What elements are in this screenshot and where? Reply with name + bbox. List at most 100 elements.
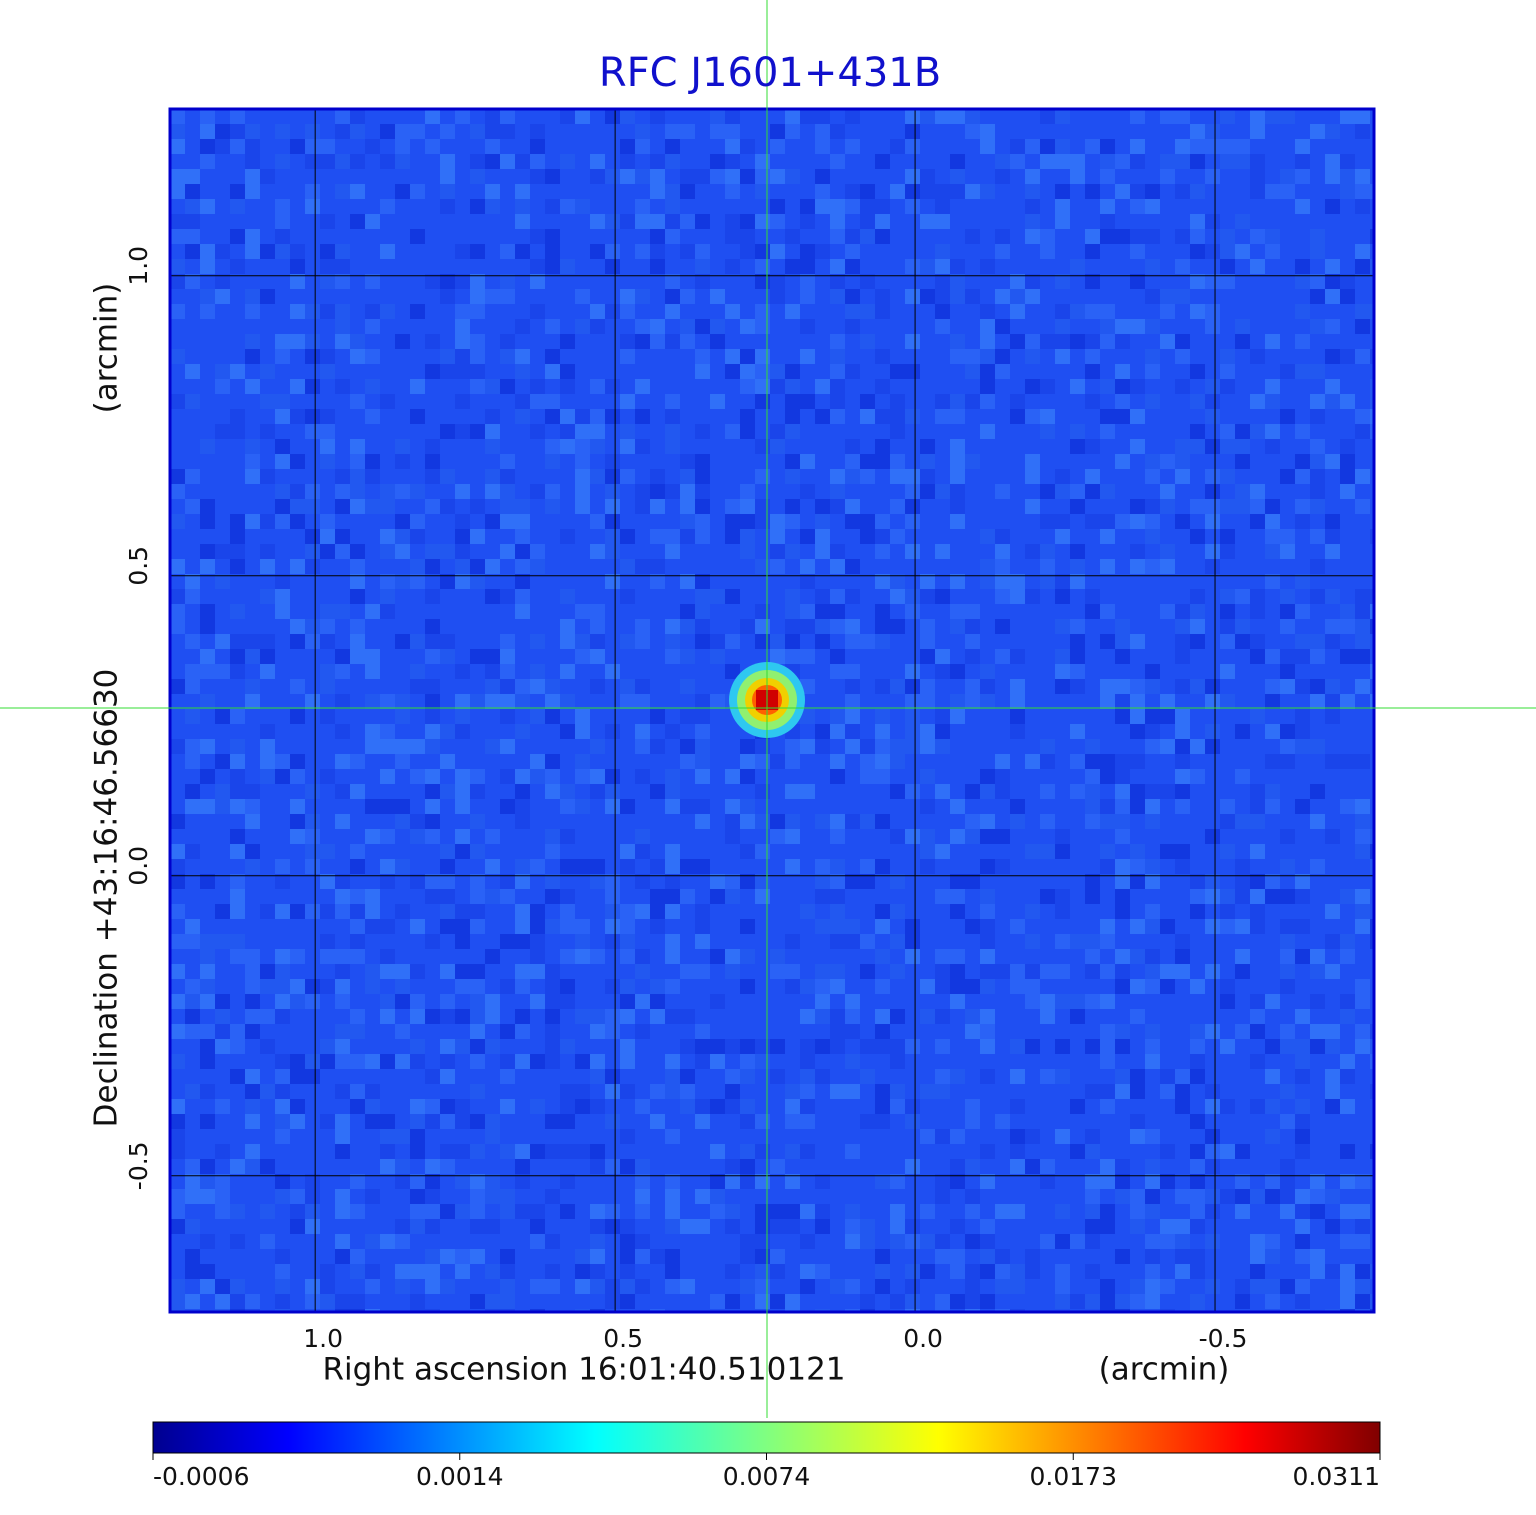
noise-pixel	[980, 124, 995, 139]
noise-pixel	[200, 304, 215, 319]
noise-pixel	[275, 484, 290, 499]
noise-pixel	[980, 319, 995, 334]
noise-pixel	[1085, 784, 1100, 799]
noise-pixel	[1175, 1234, 1190, 1249]
noise-pixel	[245, 514, 260, 529]
noise-pixel	[545, 784, 560, 799]
noise-pixel	[170, 1054, 185, 1069]
noise-pixel	[710, 334, 725, 349]
noise-pixel	[560, 904, 575, 919]
noise-pixel	[875, 1099, 890, 1114]
noise-pixel	[695, 574, 710, 589]
noise-pixel	[755, 1039, 770, 1054]
noise-pixel	[290, 979, 305, 994]
x-tick-label: -0.5	[1199, 1324, 1248, 1353]
noise-pixel	[965, 364, 980, 379]
noise-pixel	[725, 304, 740, 319]
noise-pixel	[1370, 1264, 1374, 1279]
noise-pixel	[1130, 199, 1145, 214]
noise-pixel	[755, 784, 770, 799]
noise-pixel	[695, 364, 710, 379]
noise-pixel	[275, 1099, 290, 1114]
noise-pixel	[1175, 259, 1190, 274]
noise-pixel	[575, 109, 590, 124]
noise-pixel	[260, 634, 275, 649]
noise-pixel	[680, 334, 695, 349]
noise-pixel	[995, 859, 1010, 874]
noise-pixel	[890, 754, 905, 769]
noise-pixel	[1055, 889, 1070, 904]
noise-pixel	[1220, 1189, 1235, 1204]
noise-pixel	[845, 454, 860, 469]
noise-pixel	[410, 1174, 425, 1189]
noise-pixel	[875, 1084, 890, 1099]
noise-pixel	[1310, 679, 1325, 694]
noise-pixel	[965, 649, 980, 664]
noise-pixel	[935, 589, 950, 604]
noise-pixel	[935, 949, 950, 964]
noise-pixel	[935, 964, 950, 979]
noise-pixel	[470, 1204, 485, 1219]
noise-pixel	[515, 919, 530, 934]
noise-pixel	[200, 499, 215, 514]
noise-pixel	[620, 334, 635, 349]
noise-pixel	[230, 874, 245, 889]
noise-pixel	[575, 1144, 590, 1159]
noise-pixel	[575, 1084, 590, 1099]
noise-pixel	[860, 214, 875, 229]
noise-pixel	[470, 814, 485, 829]
noise-pixel	[830, 229, 845, 244]
noise-pixel	[605, 514, 620, 529]
noise-pixel	[440, 169, 455, 184]
noise-pixel	[980, 394, 995, 409]
noise-pixel	[1235, 964, 1250, 979]
noise-pixel	[725, 139, 740, 154]
noise-pixel	[1145, 964, 1160, 979]
noise-pixel	[800, 574, 815, 589]
noise-pixel	[1325, 274, 1340, 289]
noise-pixel	[1160, 1084, 1175, 1099]
noise-pixel	[260, 649, 275, 664]
noise-pixel	[335, 754, 350, 769]
noise-pixel	[365, 469, 380, 484]
noise-pixel	[260, 244, 275, 259]
noise-pixel	[1010, 139, 1025, 154]
noise-pixel	[830, 934, 845, 949]
noise-pixel	[530, 859, 545, 874]
noise-pixel	[785, 784, 800, 799]
noise-pixel	[440, 889, 455, 904]
noise-pixel	[1220, 109, 1235, 124]
noise-pixel	[530, 259, 545, 274]
noise-pixel	[875, 379, 890, 394]
noise-pixel	[965, 619, 980, 634]
noise-pixel	[215, 1144, 230, 1159]
noise-pixel	[755, 1264, 770, 1279]
noise-pixel	[185, 1084, 200, 1099]
noise-pixel	[320, 1294, 335, 1309]
noise-pixel	[725, 634, 740, 649]
noise-pixel	[170, 514, 185, 529]
noise-pixel	[440, 859, 455, 874]
noise-pixel	[650, 994, 665, 1009]
noise-pixel	[1040, 109, 1055, 124]
noise-pixel	[1130, 799, 1145, 814]
noise-pixel	[1295, 1249, 1310, 1264]
noise-pixel	[740, 949, 755, 964]
noise-pixel	[590, 169, 605, 184]
noise-pixel	[335, 1024, 350, 1039]
noise-pixel	[1145, 1234, 1160, 1249]
noise-pixel	[1130, 559, 1145, 574]
noise-pixel	[695, 799, 710, 814]
noise-pixel	[200, 1279, 215, 1294]
noise-pixel	[1160, 1234, 1175, 1249]
noise-pixel	[845, 1279, 860, 1294]
noise-pixel	[1175, 799, 1190, 814]
noise-pixel	[320, 214, 335, 229]
noise-pixel	[815, 109, 830, 124]
noise-pixel	[755, 214, 770, 229]
noise-pixel	[800, 1009, 815, 1024]
noise-pixel	[530, 304, 545, 319]
noise-pixel	[695, 724, 710, 739]
noise-pixel	[1055, 1039, 1070, 1054]
noise-pixel	[350, 934, 365, 949]
